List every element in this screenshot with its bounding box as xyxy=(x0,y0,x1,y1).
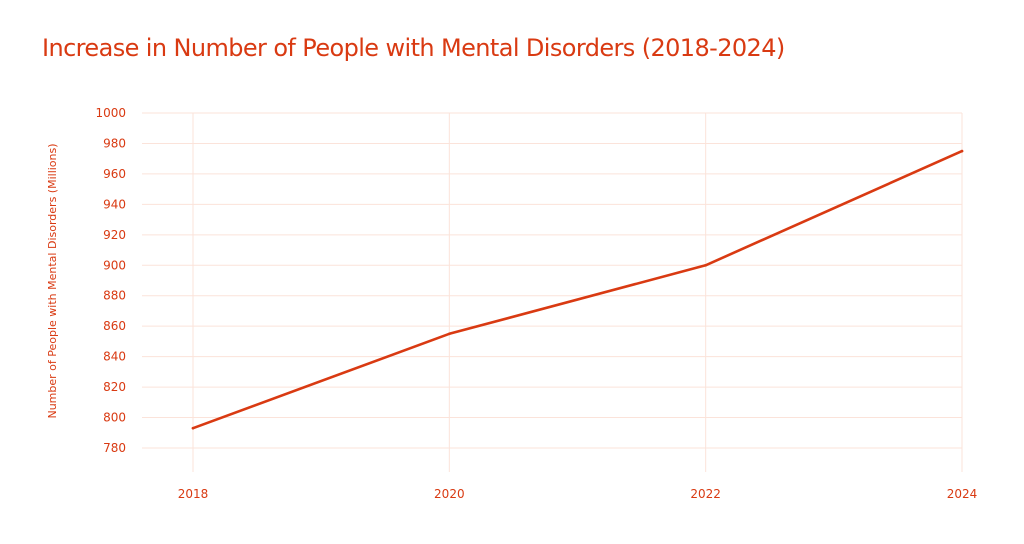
grid-layer xyxy=(142,112,963,472)
y-tick-label: 820 xyxy=(103,380,126,394)
x-tick-label: 2018 xyxy=(178,487,209,501)
x-tick-label: 2022 xyxy=(690,487,721,501)
y-tick-label: 920 xyxy=(103,228,126,242)
y-tick-label: 860 xyxy=(103,319,126,333)
y-tick-label: 880 xyxy=(103,289,126,303)
data-point xyxy=(191,426,195,430)
y-axis-ticks: 780 800 820 840 860 880 900 920 940 960 980 1000 xyxy=(95,106,126,455)
data-point xyxy=(960,149,964,153)
y-axis-title: Number of People with Mental Disorders (… xyxy=(46,143,59,418)
y-tick-label: 940 xyxy=(103,197,126,211)
x-tick-label: 2024 xyxy=(947,487,978,501)
data-point xyxy=(704,263,707,267)
y-tick-label: 840 xyxy=(103,350,126,364)
x-tick-label: 2020 xyxy=(434,487,465,501)
chart-title: Increase in Number of People with Mental… xyxy=(42,34,785,62)
y-tick-label: 960 xyxy=(103,167,126,181)
y-tick-label: 980 xyxy=(103,136,126,150)
series-layer xyxy=(191,149,964,430)
data-point xyxy=(448,332,451,336)
series-line xyxy=(191,149,964,430)
y-tick-label: 800 xyxy=(103,411,126,425)
y-tick-label: 780 xyxy=(103,441,126,455)
y-tick-label: 1000 xyxy=(95,106,126,120)
x-axis-ticks: 2018 2020 2022 2024 xyxy=(178,487,978,501)
y-tick-label: 900 xyxy=(103,258,126,272)
